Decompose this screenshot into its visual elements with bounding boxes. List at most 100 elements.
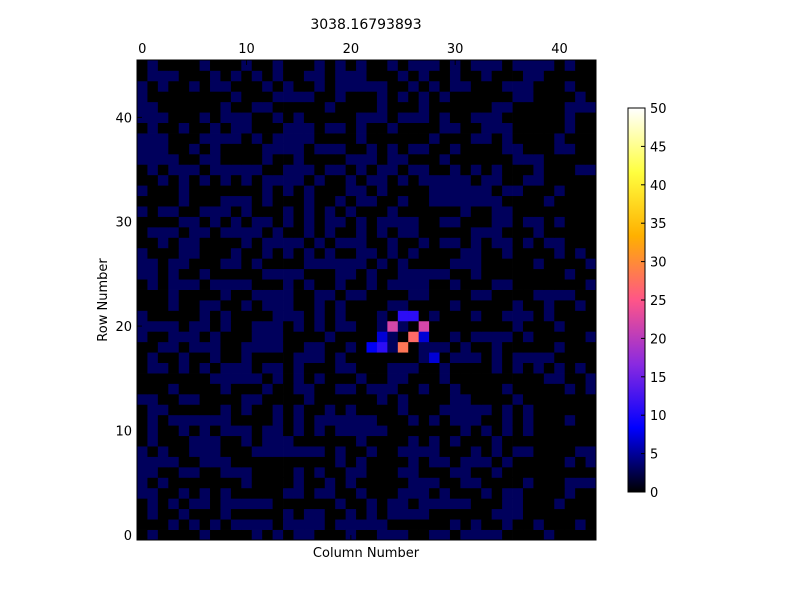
heatmap-cell [356,143,367,155]
heatmap-cell [178,529,190,541]
heatmap-cell [251,279,263,290]
heatmap-cell [356,122,367,134]
heatmap-cell [554,237,566,249]
heatmap-cell [449,446,461,457]
heatmap-cell [554,300,566,311]
heatmap-cell [522,195,534,207]
heatmap-cell [366,331,378,343]
y-tick-label: 30 [115,216,132,231]
heatmap-cell [189,226,200,238]
heatmap-cell [220,70,232,82]
heatmap-cell [272,101,284,113]
heatmap-cell [220,310,232,322]
heatmap-cell [376,466,388,478]
heatmap-cell [303,268,315,280]
heatmap-cell [491,446,503,457]
heatmap-cell [397,279,409,290]
heatmap-cell [418,300,430,311]
heatmap-cell [366,446,378,457]
heatmap-cell [387,383,399,395]
heatmap-cell [543,174,555,186]
heatmap-cell [575,237,586,249]
heatmap-cell [335,143,347,155]
heatmap-cell [303,289,315,301]
heatmap-cell [470,352,482,363]
heatmap-cell [575,393,586,405]
heatmap-cell [397,373,409,384]
heatmap-cell [189,247,200,259]
heatmap-cell [241,300,253,311]
heatmap-cell [449,226,461,238]
heatmap-cell [293,268,305,280]
heatmap-cell [335,216,347,228]
heatmap-cell [189,237,200,249]
heatmap-cell [241,456,253,468]
heatmap-cell [345,185,357,197]
heatmap-cell [345,237,357,249]
heatmap-cell [220,101,232,113]
heatmap-cell [314,195,326,207]
heatmap-cell [345,195,357,207]
heatmap-cell [356,226,367,238]
heatmap-cell [376,60,388,71]
heatmap-cell [345,206,357,217]
heatmap-cell [543,289,555,301]
heatmap-cell [585,60,597,71]
heatmap-cell [387,60,399,71]
heatmap-cell [303,91,315,103]
heatmap-cell [324,133,336,144]
heatmap-cell [418,508,430,520]
heatmap-cell [512,456,524,468]
heatmap-cell [303,112,315,123]
heatmap-cell [345,508,357,520]
heatmap-cell [251,195,263,207]
heatmap-cell [543,300,555,311]
heatmap-cell [481,206,493,217]
heatmap-cell [210,487,221,499]
heatmap-cell [533,237,545,249]
heatmap-cell [147,466,159,478]
heatmap-cell [220,435,232,447]
heatmap-cell [262,393,274,405]
heatmap-cell [293,404,305,416]
heatmap-cell [314,226,326,238]
heatmap-cell [345,529,357,541]
heatmap-cell [408,143,420,155]
heatmap-cell [543,456,555,468]
heatmap-cell [345,362,357,374]
heatmap-cell [199,289,211,301]
heatmap-cell [564,300,576,311]
heatmap-cell [366,226,378,238]
heatmap-cell [585,404,597,416]
heatmap-cell [210,362,221,374]
heatmap-cell [199,331,211,343]
y-tick-label: 10 [115,424,132,439]
heatmap-cell [366,487,378,499]
heatmap-cell [147,195,159,207]
heatmap-cell [481,446,493,457]
heatmap-cell [356,153,367,165]
heatmap-cell [366,195,378,207]
heatmap-cell [522,60,534,71]
heatmap-cell [397,508,409,520]
heatmap-cell [439,310,451,322]
heatmap-cell [564,362,576,374]
heatmap-cell [230,80,242,92]
heatmap-cell [564,393,576,405]
heatmap-cell [147,112,159,123]
heatmap-cell [554,508,566,520]
heatmap-cell [272,133,284,144]
heatmap-cell [376,373,388,384]
heatmap-cell [283,164,294,176]
heatmap-cell [220,206,232,217]
heatmap-cell [491,80,503,92]
heatmap-cell [345,268,357,280]
heatmap-cell [137,143,148,155]
heatmap-cell [522,153,534,165]
heatmap-cell [178,310,190,322]
heatmap-cell [481,498,493,510]
x-axis-label: Column Number [313,546,420,561]
heatmap-cell [554,80,566,92]
heatmap-cell [147,289,159,301]
heatmap-cell [324,185,336,197]
